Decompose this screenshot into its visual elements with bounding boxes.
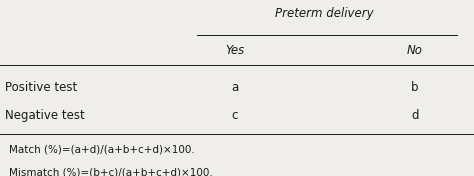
Text: No: No (407, 44, 423, 57)
Text: a: a (231, 81, 238, 94)
Text: Yes: Yes (225, 44, 244, 57)
Text: c: c (231, 109, 238, 122)
Text: d: d (411, 109, 419, 122)
Text: Mismatch (%)=(b+c)/(a+b+c+d)×100.: Mismatch (%)=(b+c)/(a+b+c+d)×100. (9, 167, 213, 176)
Text: b: b (411, 81, 419, 94)
Text: Preterm delivery: Preterm delivery (275, 7, 374, 20)
Text: Negative test: Negative test (5, 109, 84, 122)
Text: Positive test: Positive test (5, 81, 77, 94)
Text: Match (%)=(a+d)/(a+b+c+d)×100.: Match (%)=(a+d)/(a+b+c+d)×100. (9, 144, 195, 154)
